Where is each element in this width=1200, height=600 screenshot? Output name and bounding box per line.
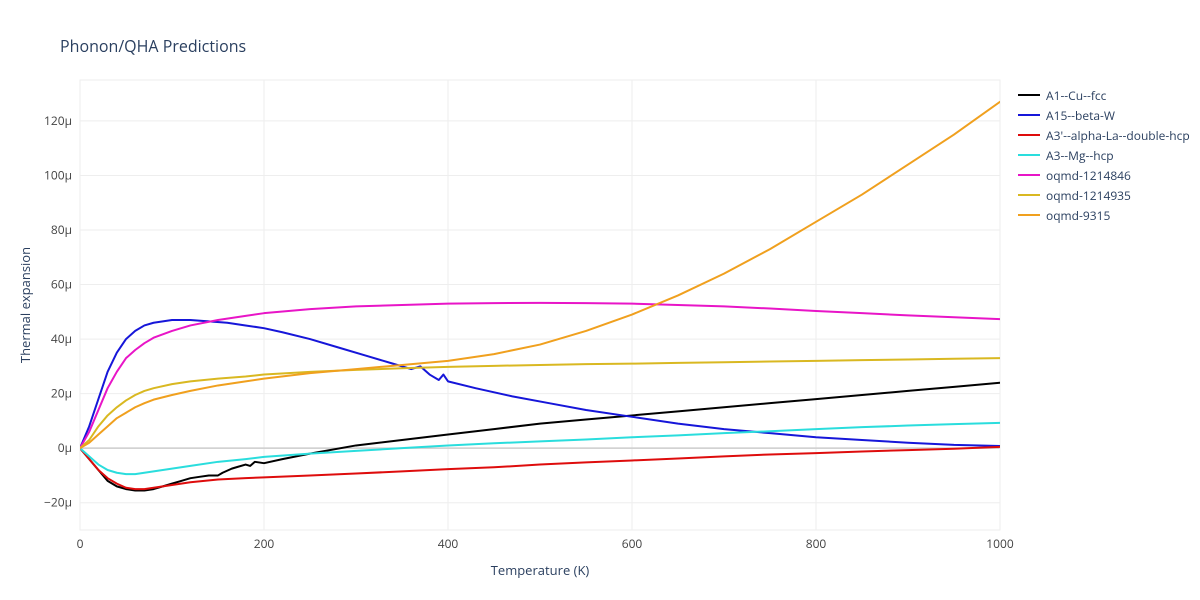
y-tick-label: −20μ: [44, 494, 72, 511]
legend-swatch: [1018, 194, 1040, 196]
x-tick-label: 200: [254, 535, 275, 552]
legend-item[interactable]: oqmd-1214935: [1018, 185, 1190, 205]
legend-swatch: [1018, 214, 1040, 216]
legend-item[interactable]: A15--beta-W: [1018, 105, 1190, 125]
y-tick-label: 20μ: [51, 385, 72, 402]
legend: A1--Cu--fcc A15--beta-W A3'--alpha-La--dou…: [1018, 85, 1190, 225]
legend-swatch: [1018, 114, 1040, 116]
legend-label: A3--Mg--hcp: [1046, 147, 1114, 164]
legend-label: oqmd-9315: [1046, 207, 1110, 224]
legend-swatch: [1018, 134, 1040, 136]
y-axis-label: Thermal expansion: [16, 247, 34, 363]
legend-item[interactable]: oqmd-9315: [1018, 205, 1190, 225]
legend-label: A1--Cu--fcc: [1046, 87, 1106, 104]
y-tick-label: 120μ: [44, 112, 72, 129]
legend-swatch: [1018, 94, 1040, 96]
y-tick-label: 40μ: [51, 330, 72, 347]
chart-container: { "title": "Phonon/QHA Predictions", "ti…: [0, 0, 1200, 600]
y-tick-label: 100μ: [44, 166, 72, 183]
legend-swatch: [1018, 174, 1040, 176]
legend-item[interactable]: oqmd-1214846: [1018, 165, 1190, 185]
x-tick-label: 600: [622, 535, 643, 552]
x-tick-label: 0: [77, 535, 84, 552]
legend-item[interactable]: A3'--alpha-La--double-hcp: [1018, 125, 1190, 145]
legend-item[interactable]: A3--Mg--hcp: [1018, 145, 1190, 165]
legend-label: oqmd-1214846: [1046, 167, 1131, 184]
x-tick-label: 1000: [986, 535, 1014, 552]
legend-swatch: [1018, 154, 1040, 156]
y-tick-label: 60μ: [51, 276, 72, 293]
legend-label: A3'--alpha-La--double-hcp: [1046, 127, 1190, 144]
y-tick-label: 80μ: [51, 221, 72, 238]
legend-label: A15--beta-W: [1046, 107, 1115, 124]
y-tick-label: 0μ: [58, 439, 72, 456]
x-axis-label: Temperature (K): [491, 561, 590, 579]
x-tick-label: 400: [438, 535, 459, 552]
legend-label: oqmd-1214935: [1046, 187, 1131, 204]
x-tick-label: 800: [806, 535, 827, 552]
legend-item[interactable]: A1--Cu--fcc: [1018, 85, 1190, 105]
